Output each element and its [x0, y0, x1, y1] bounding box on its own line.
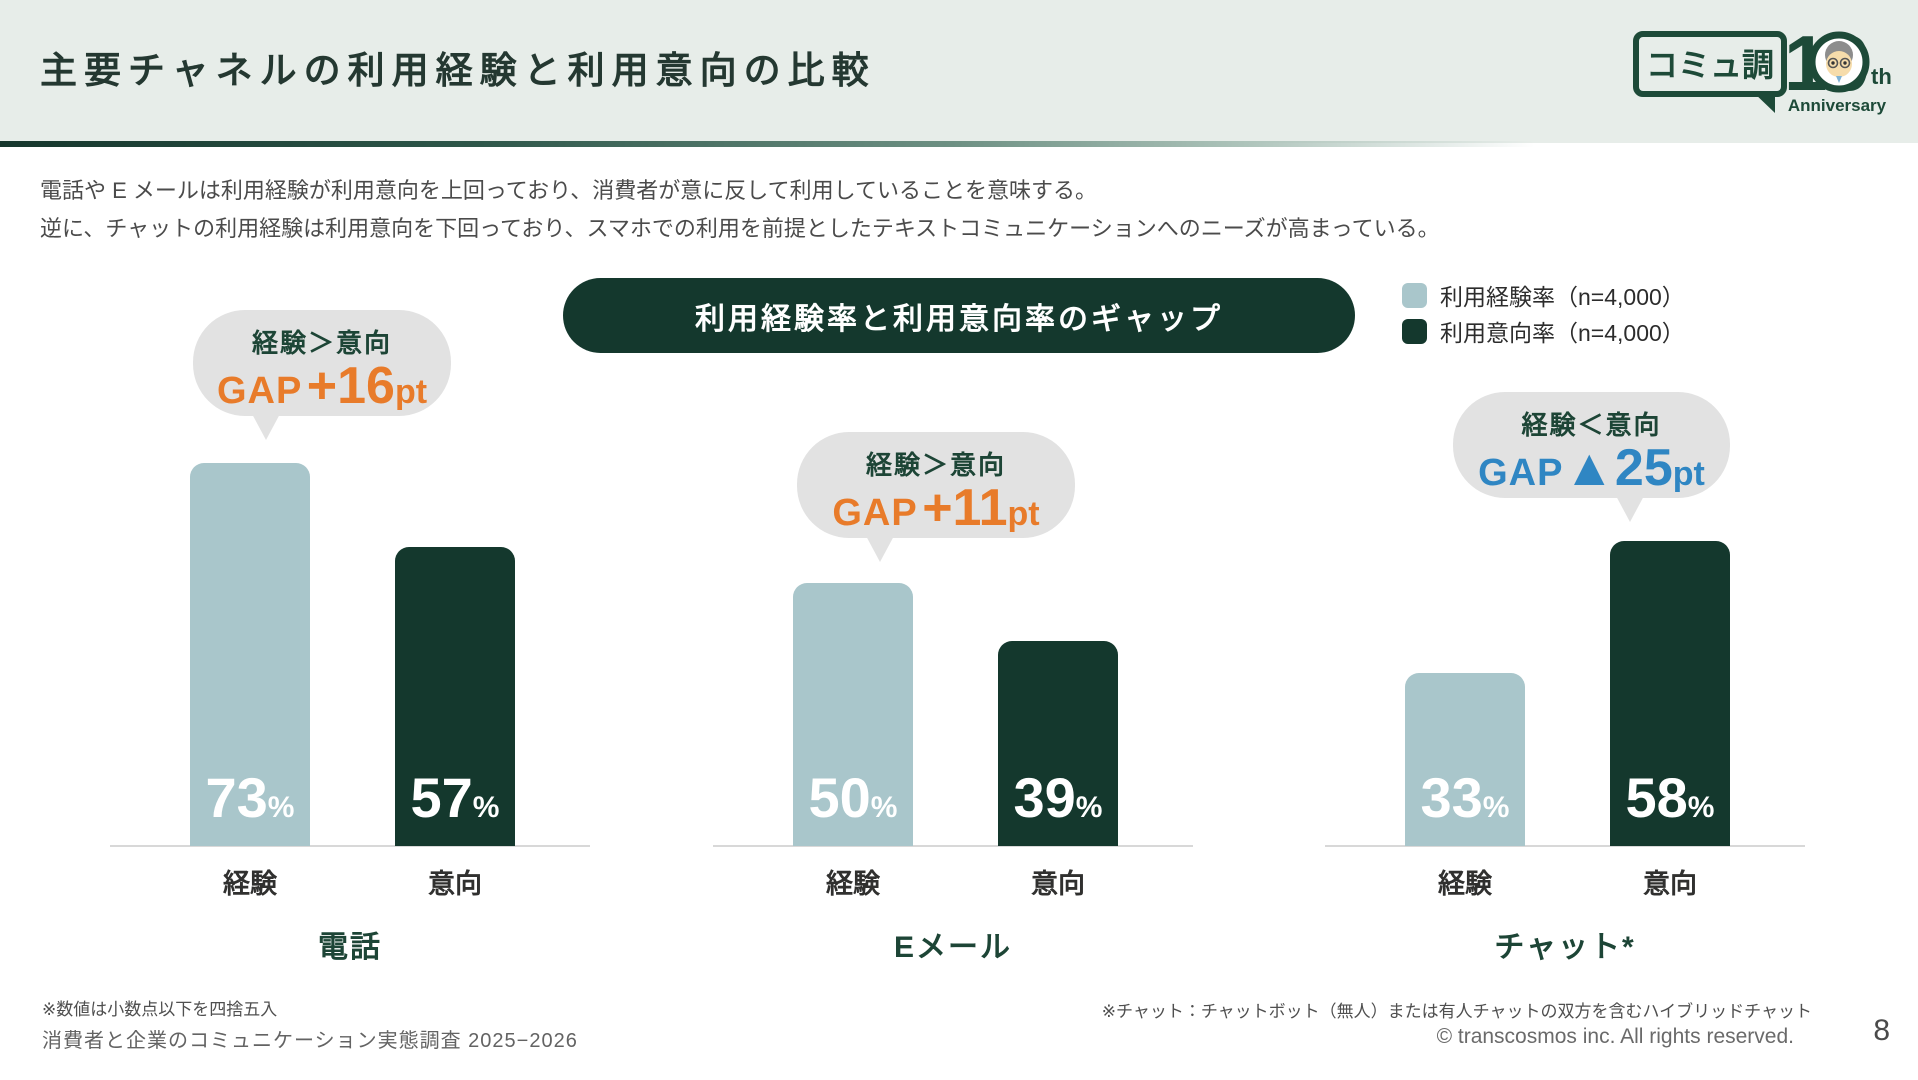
group-label-email: Eメール — [893, 931, 1012, 964]
gap-comparison-chat: 経験＜意向 — [1521, 410, 1662, 440]
axis-label-intention: 意向 — [1643, 869, 1697, 899]
experience-bar-chat: 33% — [1405, 673, 1525, 846]
intention-value-email: 39% — [1013, 766, 1103, 829]
gap-bubble-chat: 経験＜意向 GAP▲25pt — [1453, 392, 1730, 522]
bar-group-chat: 33% 58% 経験 意向 チャット* — [1325, 0, 1805, 980]
baseline-email — [713, 845, 1193, 847]
intention-bar-email: 39% — [998, 641, 1118, 846]
page-number: 8 — [1873, 1014, 1890, 1047]
axis-label-experience: 経験 — [223, 869, 277, 899]
bar-group-email: 50% 39% 経験 意向 Eメール — [713, 0, 1193, 980]
intention-bar-chat: 58% — [1610, 541, 1730, 846]
gap-value-phone: GAP +16pt — [216, 357, 428, 415]
intro-line-1: 電話や E メールは利用経験が利用意向を上回っており、消費者が意に反して利用して… — [40, 178, 1097, 203]
gap-comparison-phone: 経験＞意向 — [251, 328, 392, 358]
experience-value-email: 50% — [808, 766, 898, 829]
gap-bubble-email: 経験＞意向 GAP +11pt — [797, 432, 1075, 562]
page-title: 主要チャネルの利用経験と利用意向の比較 — [40, 50, 876, 91]
legend-item-experience: 利用経験率（n=4,000） — [1402, 281, 1685, 310]
axis-label-intention: 意向 — [1031, 869, 1085, 899]
gap-value-chat: GAP▲25pt — [1478, 439, 1705, 497]
axis-label-intention: 意向 — [428, 869, 482, 899]
copyright: © transcosmos inc. All rights reserved. — [1436, 1025, 1794, 1048]
experience-bar-phone: 73% — [190, 463, 310, 846]
legend-label-experience: 利用経験率（n=4,000） — [1440, 284, 1685, 310]
chart-title-banner: 利用経験率と利用意向率のギャップ — [563, 278, 1355, 353]
mascot-face — [1826, 51, 1852, 77]
gap-bubble-phone: 経験＞意向 GAP +16pt — [193, 310, 451, 440]
experience-value-chat: 33% — [1420, 766, 1510, 829]
logo-anniversary: Anniversary — [1788, 96, 1887, 115]
bar-group-phone: 73% 57% 経験 意向 電話 — [110, 0, 590, 980]
intention-value-phone: 57% — [410, 766, 500, 829]
legend-item-intention: 利用意向率（n=4,000） — [1402, 317, 1685, 346]
axis-label-experience: 経験 — [826, 869, 880, 899]
header: 主要チャネルの利用経験と利用意向の比較 コミュ調 10 th Anniversa… — [0, 0, 1918, 147]
legend-swatch-intention — [1402, 318, 1427, 344]
group-label-phone: 電話 — [318, 931, 382, 964]
gap-value-email: GAP +11pt — [832, 479, 1040, 537]
gap-comparison-email: 経験＞意向 — [865, 450, 1006, 480]
experience-bar-email: 50% — [793, 583, 913, 846]
axis-label-experience: 経験 — [1438, 869, 1492, 899]
source-label: 消費者と企業のコミュニケーション実態調査 2025−2026 — [42, 1030, 578, 1052]
baseline-chat — [1325, 845, 1805, 847]
mascot-tie — [1836, 76, 1842, 83]
legend-swatch-experience — [1402, 282, 1427, 308]
intention-value-chat: 58% — [1625, 766, 1715, 829]
footnote-chat-definition: ※チャット：チャットボット（無人）または有人チャットの双方を含むハイブリッドチャ… — [1101, 1002, 1812, 1021]
baseline-phone — [110, 845, 590, 847]
chart-title: 利用経験率と利用意向率のギャップ — [695, 302, 1223, 336]
group-label-chat: チャット* — [1494, 931, 1636, 964]
intro-line-2: 逆に、チャットの利用経験は利用意向を下回っており、スマホでの利用を前提としたテキ… — [40, 216, 1440, 241]
header-divider — [0, 141, 1918, 147]
intention-bar-phone: 57% — [395, 547, 515, 846]
logo-text: コミュ調 — [1646, 47, 1774, 83]
legend-label-intention: 利用意向率（n=4,000） — [1440, 320, 1685, 346]
logo-suffix: th — [1871, 64, 1892, 89]
experience-value-phone: 73% — [205, 766, 295, 829]
intro-text: 電話や E メールは利用経験が利用意向を上回っており、消費者が意に反して利用して… — [40, 172, 1440, 248]
legend: 利用経験率（n=4,000） 利用意向率（n=4,000） — [1402, 281, 1685, 353]
commu-cho-10th-anniversary-logo: コミュ調 10 th Anniversary — [1633, 19, 1892, 115]
footnote-rounding: ※数値は小数点以下を四捨五入 — [42, 1000, 278, 1019]
